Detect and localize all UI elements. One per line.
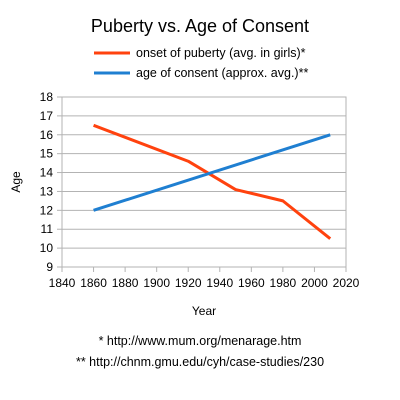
x-axis-title: Year — [192, 304, 216, 318]
footnote-puberty-source: * http://www.mum.org/menarage.htm — [98, 334, 302, 348]
x-tick-label: 1980 — [270, 276, 297, 290]
x-tick-label: 1900 — [143, 276, 170, 290]
series-line-2 — [93, 133, 331, 212]
x-tick-label: 2020 — [333, 276, 360, 290]
y-tick-label: 10 — [40, 241, 54, 255]
legend-label-2: age of consent (approx. avg.)** — [136, 66, 308, 80]
x-tick-label: 1880 — [112, 276, 139, 290]
x-tick-label: 1940 — [206, 276, 233, 290]
series-lines — [93, 123, 332, 240]
y-tick-label: 17 — [40, 109, 54, 123]
legend: onset of puberty (avg. in girls)* age of … — [94, 46, 308, 80]
x-tick-label: 1840 — [49, 276, 76, 290]
axes: 9 10 11 12 13 14 15 16 17 18 1840 1860 1880 1900 1920 1… — [40, 90, 360, 290]
plot-area-frame — [61, 96, 347, 268]
y-tick-label: 14 — [40, 166, 54, 180]
y-tick-label: 15 — [40, 147, 54, 161]
y-tick-label: 9 — [46, 260, 53, 274]
legend-label-1: onset of puberty (avg. in girls)* — [136, 46, 306, 60]
y-tick-label: 12 — [40, 203, 54, 217]
x-tick-label: 1960 — [238, 276, 265, 290]
y-tick-label: 13 — [40, 184, 54, 198]
y-axis-title: Age — [9, 171, 23, 193]
x-tick-label: 1920 — [175, 276, 202, 290]
y-tick-label: 16 — [40, 128, 54, 142]
gridlines — [61, 96, 347, 268]
x-tick-label: 2000 — [301, 276, 328, 290]
chart-title: Puberty vs. Age of Consent — [91, 16, 309, 36]
series-line-1 — [93, 123, 332, 240]
y-tick-label: 11 — [41, 222, 54, 236]
y-tick-label: 18 — [40, 90, 54, 104]
x-tick-label: 1860 — [80, 276, 107, 290]
footnote-consent-source: ** http://chnm.gmu.edu/cyh/case-studies/… — [75, 355, 325, 369]
